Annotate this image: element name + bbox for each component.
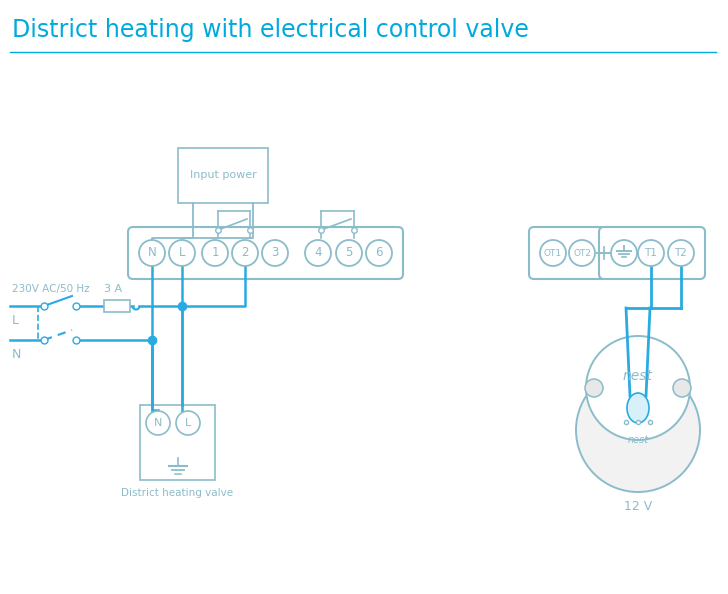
Text: T1: T1 (644, 248, 657, 258)
Text: N: N (12, 347, 21, 361)
FancyBboxPatch shape (128, 227, 403, 279)
Text: N: N (154, 418, 162, 428)
FancyBboxPatch shape (104, 300, 130, 312)
Circle shape (540, 240, 566, 266)
Circle shape (232, 240, 258, 266)
Circle shape (305, 240, 331, 266)
Text: Input power: Input power (189, 170, 256, 181)
Circle shape (611, 240, 637, 266)
Text: 6: 6 (375, 247, 383, 260)
Circle shape (586, 336, 690, 440)
Text: N: N (148, 247, 157, 260)
Ellipse shape (627, 393, 649, 423)
Text: 5: 5 (345, 247, 352, 260)
Circle shape (169, 240, 195, 266)
Text: District heating with electrical control valve: District heating with electrical control… (12, 18, 529, 42)
Circle shape (673, 379, 691, 397)
Circle shape (202, 240, 228, 266)
Text: 230V AC/50 Hz: 230V AC/50 Hz (12, 284, 90, 294)
Circle shape (638, 240, 664, 266)
FancyBboxPatch shape (599, 227, 705, 279)
Text: 12 V: 12 V (624, 500, 652, 513)
Text: 1: 1 (211, 247, 218, 260)
Text: T2: T2 (675, 248, 687, 258)
Circle shape (146, 411, 170, 435)
FancyBboxPatch shape (140, 405, 215, 480)
Circle shape (176, 411, 200, 435)
Circle shape (668, 240, 694, 266)
Text: nest: nest (623, 369, 653, 383)
Circle shape (262, 240, 288, 266)
Text: 3 A: 3 A (104, 284, 122, 294)
Circle shape (576, 368, 700, 492)
Text: OT1: OT1 (544, 248, 562, 258)
Text: L: L (179, 247, 185, 260)
Circle shape (569, 240, 595, 266)
Text: 2: 2 (241, 247, 249, 260)
Text: L: L (185, 418, 191, 428)
Text: OT2: OT2 (573, 248, 591, 258)
FancyBboxPatch shape (529, 227, 606, 279)
Circle shape (139, 240, 165, 266)
Text: nest: nest (628, 435, 649, 445)
FancyBboxPatch shape (178, 148, 268, 203)
Circle shape (585, 379, 603, 397)
Circle shape (366, 240, 392, 266)
Text: 4: 4 (314, 247, 322, 260)
Text: District heating valve: District heating valve (122, 488, 234, 498)
Text: 3: 3 (272, 247, 279, 260)
Circle shape (336, 240, 362, 266)
Text: L: L (12, 314, 19, 327)
